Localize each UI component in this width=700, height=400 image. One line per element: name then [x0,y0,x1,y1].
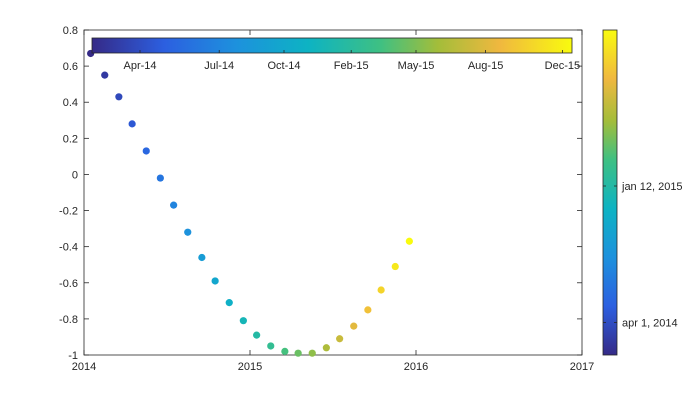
data-point [101,71,109,79]
y-tick-label: -0.2 [59,206,78,218]
data-point [391,262,399,271]
data-point [350,322,358,330]
data-point [405,237,413,245]
horizontal-colorbar-label: Oct-14 [267,60,300,72]
y-tick-label: 0.8 [63,25,78,37]
y-tick-label: 0.2 [63,133,78,145]
data-point [184,228,192,236]
data-point [128,120,136,128]
y-tick-label: 0 [72,169,78,181]
data-point [225,299,233,307]
data-point [377,286,385,294]
data-point [336,335,344,343]
data-points [87,49,413,357]
plot-axes: 2014 2015 2016 2017 -1 -0.8 -0.6 -0.4 -0.2 0 0.2 0.… [59,25,594,373]
x-tick-label: 2016 [404,361,428,373]
data-point [211,277,219,285]
data-point [267,342,275,350]
horizontal-colorbar-label: Apr-14 [123,60,156,72]
data-point [170,201,178,209]
vertical-colorbar: apr 1, 2014 jan 12, 2015 [602,29,683,356]
axes-box [83,29,583,356]
data-point [294,349,302,357]
horizontal-colorbar: Apr-14 Jul-14 Oct-14 Feb-15 May-15 Aug-15 Dec-… [91,37,580,72]
y-tick-label: -0.6 [59,278,78,290]
horizontal-colorbar-label: Feb-15 [334,60,369,72]
y-tick-label: 0.4 [63,97,78,109]
data-point [198,253,206,262]
y-tick-label: -1 [68,350,78,362]
data-point [322,344,330,352]
data-point [281,347,289,355]
y-tick-label: 0.6 [63,61,78,73]
data-point [156,174,164,182]
horizontal-colorbar-label: Dec-15 [545,60,580,72]
data-point [253,331,261,339]
vertical-colorbar-bar [602,29,618,356]
data-point [364,306,372,314]
vertical-colorbar-label: jan 12, 2015 [621,181,683,193]
data-point [308,349,316,357]
data-point [239,317,247,325]
horizontal-colorbar-label: Aug-15 [468,60,503,72]
x-tick-label: 2015 [238,361,262,373]
x-tick-label: 2017 [570,361,594,373]
horizontal-colorbar-bar [91,37,573,54]
vertical-colorbar-label: apr 1, 2014 [622,318,678,330]
data-point [115,93,123,101]
x-tick-label: 2014 [72,361,96,373]
horizontal-colorbar-label: May-15 [398,60,435,72]
data-point [142,147,150,155]
y-tick-label: -0.8 [59,314,78,326]
y-tick-label: -0.4 [59,242,78,254]
horizontal-colorbar-label: Jul-14 [204,60,234,72]
